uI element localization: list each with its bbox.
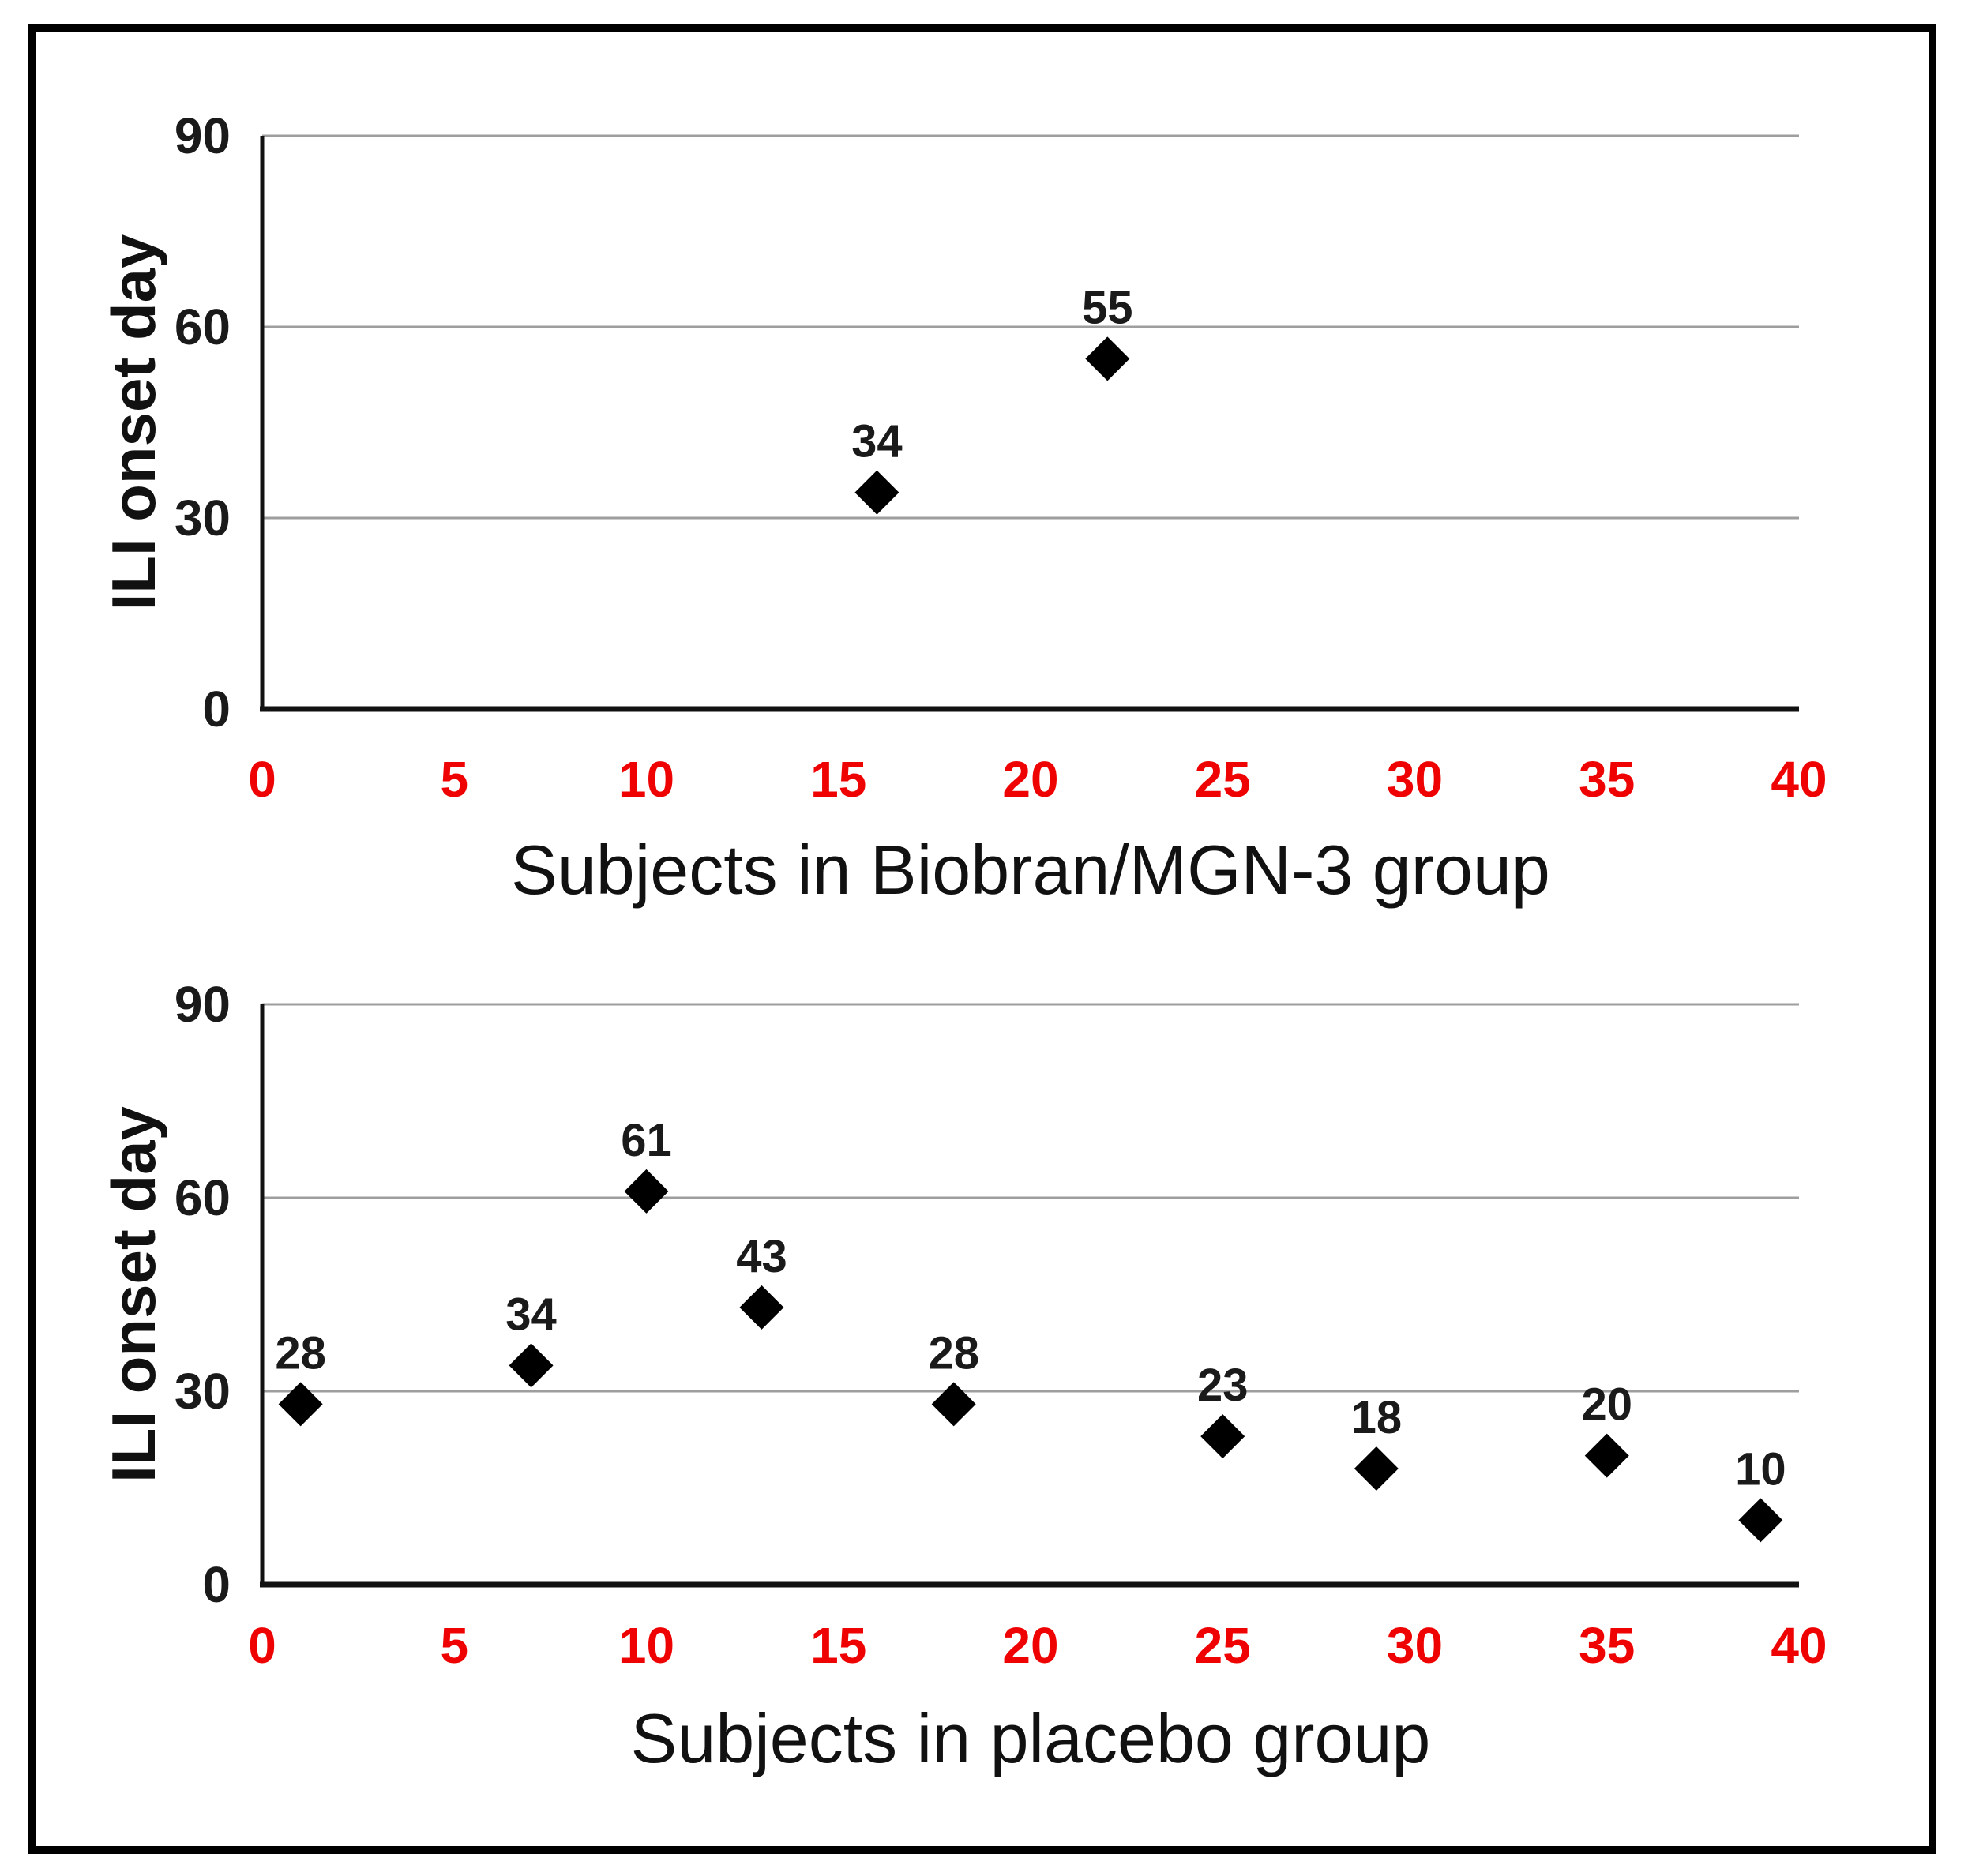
- data-point-label: 18: [1351, 1392, 1403, 1443]
- y-axis-title: ILI onset day: [99, 234, 168, 611]
- x-tick-label-30: 30: [1387, 751, 1443, 808]
- y-tick-label-0: 0: [202, 681, 231, 737]
- x-axis-title: Subjects in Biobran/MGN-3 group: [511, 831, 1550, 909]
- data-point-marker: [854, 470, 899, 515]
- data-point-label: 28: [928, 1327, 979, 1379]
- y-tick-label-90: 90: [175, 107, 231, 164]
- data-point-marker: [624, 1169, 669, 1214]
- figure-border: [28, 24, 1936, 1854]
- x-axis-title: Subjects in placebo group: [631, 1699, 1431, 1777]
- x-tick-label-5: 5: [440, 751, 468, 808]
- x-tick-label-35: 35: [1579, 1617, 1635, 1674]
- data-point-marker: [1738, 1498, 1783, 1543]
- x-tick-label-15: 15: [810, 751, 866, 808]
- y-axis-title: ILI onset day: [99, 1106, 168, 1483]
- data-point-label: 20: [1581, 1379, 1632, 1431]
- data-point-marker: [931, 1382, 976, 1427]
- data-point-label: 10: [1735, 1443, 1786, 1495]
- x-tick-label-10: 10: [618, 1617, 674, 1674]
- x-tick-label-5: 5: [440, 1617, 468, 1674]
- x-tick-label-25: 25: [1195, 751, 1251, 808]
- x-tick-label-35: 35: [1579, 751, 1635, 808]
- data-point-marker: [1085, 336, 1130, 381]
- y-tick-label-30: 30: [175, 1363, 231, 1420]
- data-point-label: 61: [621, 1115, 672, 1166]
- data-point-label: 28: [275, 1327, 326, 1379]
- y-tick-label-0: 0: [202, 1556, 231, 1613]
- x-tick-label-40: 40: [1771, 751, 1827, 808]
- x-tick-label-20: 20: [1002, 1617, 1058, 1674]
- data-point-label: 43: [736, 1231, 787, 1282]
- y-tick-label-90: 90: [175, 976, 231, 1033]
- x-tick-label-15: 15: [810, 1617, 866, 1674]
- x-tick-label-25: 25: [1195, 1617, 1251, 1674]
- data-point-label: 23: [1197, 1360, 1249, 1411]
- x-tick-label-20: 20: [1002, 751, 1058, 808]
- data-point-marker: [509, 1343, 554, 1388]
- data-point-marker: [1354, 1446, 1399, 1491]
- data-point-marker: [278, 1382, 323, 1427]
- x-tick-label-40: 40: [1771, 1617, 1827, 1674]
- x-tick-label-30: 30: [1387, 1617, 1443, 1674]
- data-point-label: 34: [851, 416, 903, 467]
- y-tick-label-30: 30: [175, 490, 231, 546]
- data-point-marker: [1200, 1414, 1245, 1459]
- data-point-label: 34: [505, 1289, 557, 1340]
- x-tick-label-10: 10: [618, 751, 674, 808]
- x-tick-label-0: 0: [248, 1617, 276, 1674]
- data-point-marker: [739, 1285, 784, 1330]
- y-tick-label-60: 60: [175, 1169, 231, 1226]
- y-tick-label-60: 60: [175, 298, 231, 355]
- data-point-marker: [1584, 1433, 1629, 1478]
- data-point-label: 55: [1082, 282, 1133, 333]
- x-tick-label-0: 0: [248, 751, 276, 808]
